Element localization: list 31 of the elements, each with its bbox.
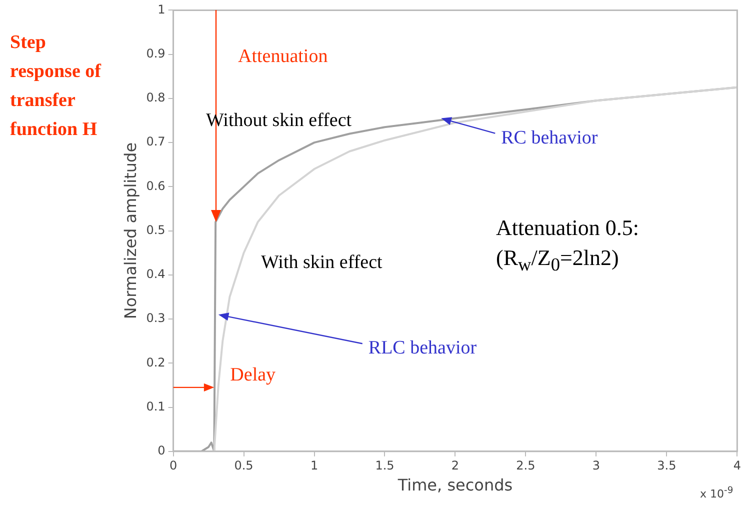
x-tick-label: 1.5 bbox=[375, 458, 394, 473]
annotation: Attenuation 0.5: bbox=[496, 215, 639, 241]
y-tick-label: 1 bbox=[158, 2, 166, 16]
annotation: RC behavior bbox=[501, 127, 598, 148]
x-tick-label: 2.5 bbox=[516, 458, 536, 473]
x-tick-label: 0 bbox=[169, 458, 178, 473]
x-tick-label: 3 bbox=[592, 458, 600, 473]
y-tick-label: 0 bbox=[158, 444, 166, 458]
y-tick-label: 0.9 bbox=[146, 46, 166, 60]
x-tick-label: 3.5 bbox=[657, 458, 676, 473]
x-tick-label: 4 bbox=[733, 458, 742, 473]
annotation: Attenuation bbox=[238, 46, 328, 68]
x-tick-label: 2 bbox=[451, 458, 460, 473]
annotation: RLC behavior bbox=[368, 338, 478, 359]
annotation: (R$_{w}$/Z$_{0}$=2ln2) bbox=[496, 245, 619, 276]
x-tick-label: 0.5 bbox=[234, 458, 254, 473]
annotation: With skin effect bbox=[261, 252, 382, 274]
y-tick-label: 0.3 bbox=[146, 311, 166, 326]
text: x 10$^{-9}$ bbox=[700, 485, 734, 501]
y-tick-label: 0.8 bbox=[146, 90, 166, 105]
y-tick-label: 0.5 bbox=[146, 222, 166, 237]
annotation: Delay bbox=[230, 364, 276, 386]
y-tick-label: 0.2 bbox=[146, 355, 166, 370]
y-tick-label: 0.1 bbox=[146, 399, 166, 414]
y-tick-label: 0.6 bbox=[146, 178, 166, 193]
y-axis-title: Normalized amplitude bbox=[120, 142, 140, 320]
y-tick-label: 0.7 bbox=[146, 134, 166, 149]
y-tick-label: 0.4 bbox=[146, 267, 166, 282]
x-axis-title: Time, seconds bbox=[396, 476, 513, 495]
text: Step response of transfer function H bbox=[10, 31, 102, 142]
x-tick-label: 1 bbox=[310, 458, 318, 473]
